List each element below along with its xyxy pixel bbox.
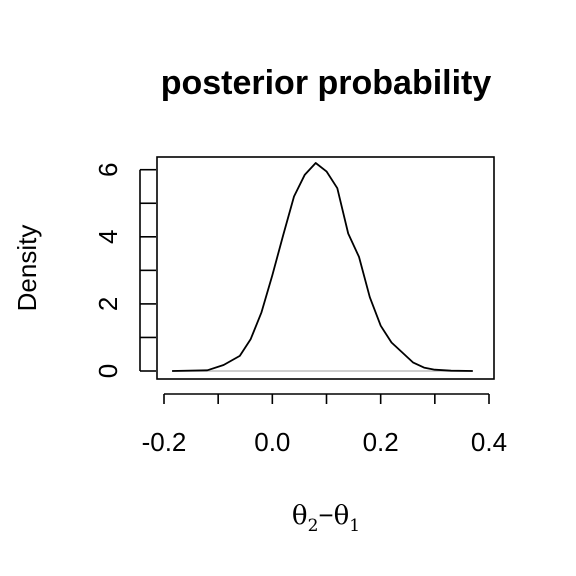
y-axis: 0 2 4 6: [93, 162, 156, 378]
x-axis-title: θ2−θ1: [292, 500, 360, 536]
x-tick-label: -0.2: [142, 427, 187, 457]
y-tick-label: 4: [93, 230, 123, 244]
x-tick-label: 0.0: [254, 427, 290, 457]
density-curve: [172, 162, 473, 372]
x-axis: -0.2 0.0 0.2 0.4: [142, 393, 507, 457]
x-axis-title-part: θ: [292, 501, 308, 531]
y-tick-label: 2: [93, 297, 123, 311]
x-tick-label: 0.4: [471, 427, 507, 457]
x-axis-title-part: −: [318, 500, 333, 530]
y-tick-label: 6: [93, 162, 123, 176]
y-axis-title: Density: [12, 225, 42, 312]
plot-frame: [156, 156, 495, 380]
x-tick-label: 0.2: [363, 427, 399, 457]
chart-title: posterior probability: [161, 64, 492, 102]
x-axis-title-part: θ: [334, 501, 350, 531]
y-tick-label: 0: [93, 364, 123, 378]
x-axis-title-part: 2: [308, 516, 319, 536]
x-axis-title-part: 1: [349, 516, 360, 536]
